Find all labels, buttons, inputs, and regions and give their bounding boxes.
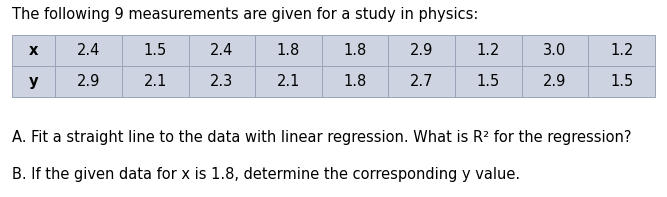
Bar	[322, 66, 388, 97]
Text: 1.5: 1.5	[610, 74, 633, 89]
Bar	[12, 66, 55, 97]
Bar	[189, 35, 255, 66]
Bar	[522, 35, 588, 66]
Text: 2.4: 2.4	[77, 43, 100, 58]
Text: 1.8: 1.8	[344, 74, 367, 89]
Bar	[455, 35, 522, 66]
Bar	[388, 66, 455, 97]
Text: 1.5: 1.5	[477, 74, 500, 89]
Text: 2.9: 2.9	[77, 74, 100, 89]
Bar	[255, 35, 322, 66]
Text: 2.9: 2.9	[544, 74, 567, 89]
Text: The following 9 measurements are given for a study in physics:: The following 9 measurements are given f…	[12, 7, 478, 22]
Bar	[322, 35, 388, 66]
Text: 1.2: 1.2	[477, 43, 500, 58]
Bar	[122, 66, 189, 97]
Bar	[588, 66, 655, 97]
Text: B. If the given data for x is 1.8, determine the corresponding y value.: B. If the given data for x is 1.8, deter…	[12, 167, 520, 182]
Text: 2.7: 2.7	[410, 74, 434, 89]
Bar	[522, 66, 588, 97]
Bar	[12, 35, 55, 66]
Bar	[388, 35, 455, 66]
Text: A. Fit a straight line to the data with linear regression. What is R² for the re: A. Fit a straight line to the data with …	[12, 130, 632, 145]
Text: 2.9: 2.9	[410, 43, 434, 58]
Text: 2.4: 2.4	[210, 43, 233, 58]
Text: 1.2: 1.2	[610, 43, 634, 58]
Bar	[189, 66, 255, 97]
Text: 1.8: 1.8	[344, 43, 367, 58]
Text: 1.5: 1.5	[143, 43, 167, 58]
Bar	[55, 35, 122, 66]
Text: 2.1: 2.1	[143, 74, 167, 89]
Text: 2.3: 2.3	[210, 74, 233, 89]
Text: x: x	[29, 43, 39, 58]
Bar	[122, 35, 189, 66]
Bar	[455, 66, 522, 97]
Bar	[588, 35, 655, 66]
Text: 2.1: 2.1	[277, 74, 300, 89]
Text: 3.0: 3.0	[544, 43, 567, 58]
Text: 1.8: 1.8	[277, 43, 300, 58]
Text: y: y	[29, 74, 39, 89]
Bar	[255, 66, 322, 97]
Bar	[55, 66, 122, 97]
